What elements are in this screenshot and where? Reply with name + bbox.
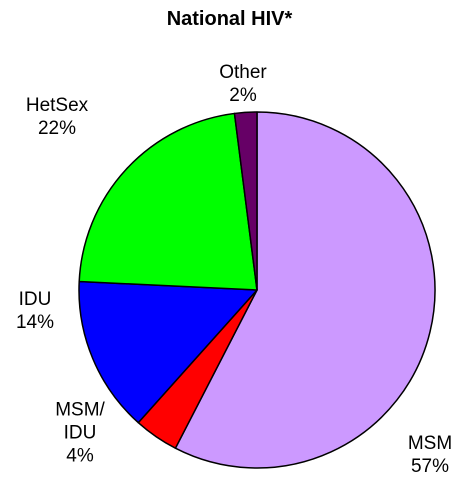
slice-label: Other 2% [219,61,267,107]
category-label: MSM/ IDU [55,399,105,444]
pie-slice [78,280,258,424]
value-label: 2% [229,85,257,106]
slice-label: HetSex 22% [26,94,88,140]
category-label: HetSex [25,95,89,116]
chart-title: National HIV* [166,8,293,30]
slice-label: IDU 14% [16,288,54,334]
pie-slice [78,112,258,291]
category-label: Other [219,62,267,83]
slice-label: MSM/ IDU 4% [55,399,105,468]
value-label: 22% [37,118,77,139]
slice-label: MSM 57% [408,432,452,478]
value-label: 4% [66,445,94,467]
category-label: IDU [18,289,52,310]
category-label: MSM [407,433,453,454]
pie-slice [174,111,436,469]
value-label: 57% [410,456,450,477]
value-label: 14% [15,312,55,333]
pie-slice [233,111,258,291]
